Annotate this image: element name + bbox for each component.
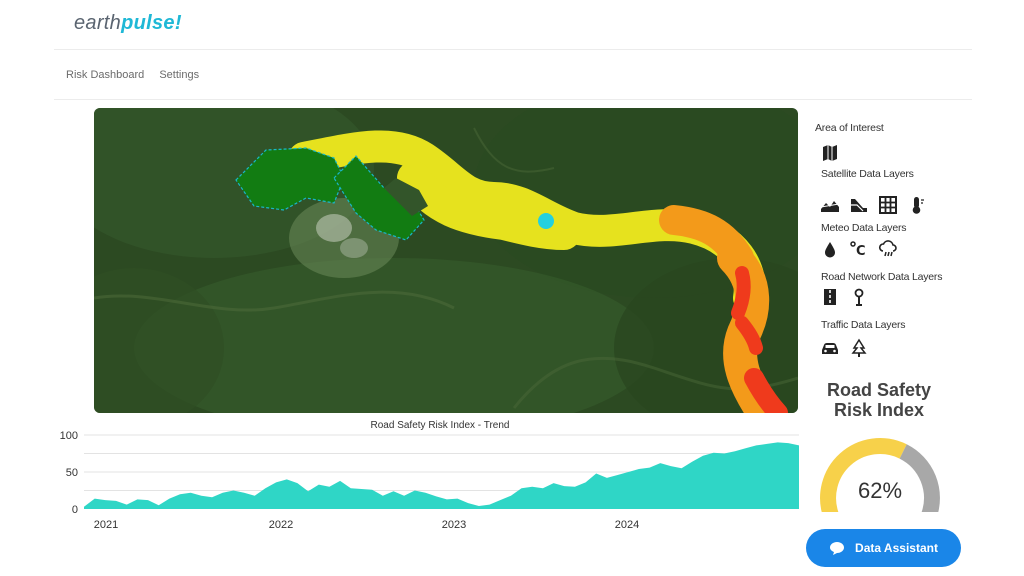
cloud-rain-icon[interactable] xyxy=(878,239,898,259)
satellite-layers-label: Satellite Data Layers xyxy=(821,168,914,180)
x-tick-label: 2023 xyxy=(442,519,466,531)
y-tick-label: 0 xyxy=(72,504,78,516)
data-assistant-button[interactable]: Data Assistant xyxy=(806,529,961,567)
trend-area xyxy=(84,442,799,509)
nav-risk-dashboard[interactable]: Risk Dashboard xyxy=(66,69,145,81)
chart-title: Road Safety Risk Index - Trend xyxy=(370,420,510,431)
tree-icon[interactable] xyxy=(849,338,869,358)
road-layers-label: Road Network Data Layers xyxy=(821,271,943,283)
y-axis-ticks: 100 50 0 xyxy=(60,430,78,516)
raindrop-icon[interactable] xyxy=(820,239,840,259)
route-risk-overlay[interactable] xyxy=(235,130,788,413)
gauge-track xyxy=(899,444,940,512)
map-canvas[interactable] xyxy=(94,108,798,413)
trend-chart: 100 50 0 2021 2022 2023 2024 xyxy=(60,430,799,531)
street-light-icon[interactable] xyxy=(849,287,869,307)
grid-icon[interactable] xyxy=(878,195,898,215)
brand-logo-part2: pulse! xyxy=(121,12,182,34)
header-divider xyxy=(54,49,972,50)
slope-icon[interactable] xyxy=(849,195,869,215)
risk-gauge: 62% xyxy=(820,438,940,512)
terrain-icon[interactable] xyxy=(820,195,840,215)
gauge-fill xyxy=(820,438,907,512)
y-tick-label: 50 xyxy=(66,467,78,479)
brand-logo[interactable]: earthpulse! xyxy=(74,12,182,35)
x-tick-label: 2021 xyxy=(94,519,118,531)
area-of-interest-label: Area of Interest xyxy=(815,122,884,134)
top-nav: Risk Dashboard Settings xyxy=(66,69,211,81)
x-axis-ticks: 2021 2022 2023 2024 xyxy=(94,519,639,531)
nav-divider xyxy=(54,99,972,100)
risk-index-value: 62% xyxy=(858,478,902,503)
celsius-icon[interactable]: C xyxy=(849,239,869,259)
brand-logo-part1: earth xyxy=(74,12,122,34)
satellite-map[interactable] xyxy=(94,108,798,413)
x-tick-label: 2022 xyxy=(269,519,293,531)
svg-text:C: C xyxy=(856,244,866,259)
thermometer-icon[interactable] xyxy=(907,195,927,215)
nav-settings[interactable]: Settings xyxy=(159,69,200,81)
car-icon[interactable] xyxy=(820,338,840,358)
data-assistant-label: Data Assistant xyxy=(855,541,938,555)
meteo-layers-label: Meteo Data Layers xyxy=(821,222,907,234)
satellite-icons xyxy=(820,195,927,215)
road-icons xyxy=(820,287,869,307)
road-icon[interactable] xyxy=(820,287,840,307)
location-marker[interactable] xyxy=(538,213,554,229)
traffic-layers-label: Traffic Data Layers xyxy=(821,319,906,331)
traffic-icons xyxy=(820,338,869,358)
chat-bubble-icon xyxy=(830,542,845,555)
risk-index-title: Road Safety Risk Index xyxy=(826,380,932,420)
x-tick-label: 2024 xyxy=(615,519,639,531)
meteo-icons: C xyxy=(820,239,898,259)
map-icon[interactable] xyxy=(820,143,840,163)
area-icons xyxy=(820,143,840,163)
y-tick-label: 100 xyxy=(60,430,78,442)
